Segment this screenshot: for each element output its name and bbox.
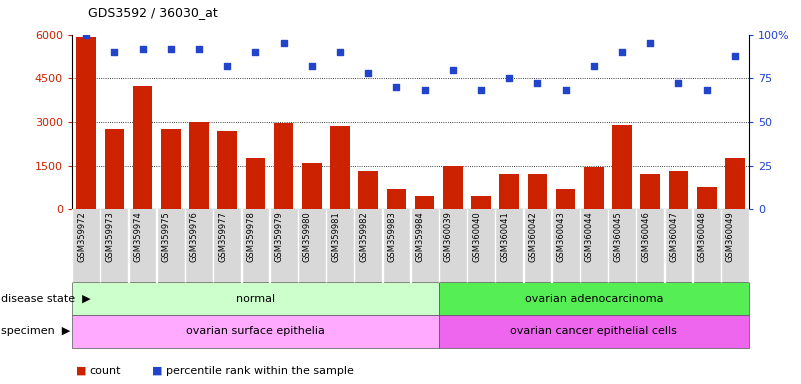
Text: GSM359975: GSM359975: [162, 211, 171, 262]
Point: [390, 84, 403, 90]
Text: disease state  ▶: disease state ▶: [1, 293, 91, 304]
Point: [362, 70, 375, 76]
Text: GSM360040: GSM360040: [472, 211, 481, 262]
Text: GSM359982: GSM359982: [359, 211, 368, 262]
Point: [305, 63, 318, 69]
Text: GSM360043: GSM360043: [557, 211, 566, 262]
Point: [700, 88, 713, 94]
Text: ■: ■: [152, 366, 163, 376]
Point: [446, 66, 459, 73]
Bar: [217, 131, 237, 209]
Bar: [697, 187, 717, 209]
Text: GSM360045: GSM360045: [613, 211, 622, 262]
Bar: [640, 174, 660, 209]
Point: [418, 88, 431, 94]
Bar: [499, 174, 519, 209]
Bar: [330, 126, 350, 209]
Point: [249, 49, 262, 55]
Point: [503, 75, 516, 81]
Point: [164, 45, 177, 51]
Bar: [415, 196, 434, 209]
Bar: [725, 158, 745, 209]
Bar: [246, 158, 265, 209]
Bar: [387, 189, 406, 209]
Text: GSM359976: GSM359976: [190, 211, 199, 262]
Point: [221, 63, 234, 69]
Text: GSM359972: GSM359972: [77, 211, 87, 262]
Bar: [528, 174, 547, 209]
Text: specimen  ▶: specimen ▶: [1, 326, 70, 336]
Text: GSM360039: GSM360039: [444, 211, 453, 262]
Text: GSM359979: GSM359979: [275, 211, 284, 262]
Text: ovarian cancer epithelial cells: ovarian cancer epithelial cells: [510, 326, 678, 336]
Text: ovarian surface epithelia: ovarian surface epithelia: [186, 326, 325, 336]
Bar: [161, 129, 181, 209]
Text: GSM359973: GSM359973: [106, 211, 115, 262]
Point: [333, 49, 346, 55]
Point: [277, 40, 290, 46]
Text: GSM360042: GSM360042: [529, 211, 537, 262]
Text: ■: ■: [76, 366, 87, 376]
Text: GSM359981: GSM359981: [331, 211, 340, 262]
Bar: [556, 189, 575, 209]
Point: [192, 45, 205, 51]
Bar: [612, 125, 632, 209]
Bar: [274, 123, 293, 209]
Bar: [584, 167, 604, 209]
Text: count: count: [90, 366, 121, 376]
Text: GSM360044: GSM360044: [585, 211, 594, 262]
Bar: [76, 38, 96, 209]
Point: [531, 80, 544, 86]
Text: normal: normal: [235, 293, 275, 304]
Bar: [302, 163, 322, 209]
Text: GSM360041: GSM360041: [500, 211, 509, 262]
Text: GDS3592 / 36030_at: GDS3592 / 36030_at: [88, 6, 218, 19]
Text: GSM360046: GSM360046: [642, 211, 650, 262]
Text: GSM360047: GSM360047: [670, 211, 678, 262]
Point: [559, 88, 572, 94]
Text: ovarian adenocarcinoma: ovarian adenocarcinoma: [525, 293, 663, 304]
Bar: [133, 86, 152, 209]
Text: GSM359978: GSM359978: [247, 211, 256, 262]
Bar: [358, 171, 378, 209]
Point: [136, 45, 149, 51]
Text: GSM360049: GSM360049: [726, 211, 735, 262]
Point: [672, 80, 685, 86]
Point: [108, 49, 121, 55]
Bar: [669, 171, 688, 209]
Text: GSM360048: GSM360048: [698, 211, 706, 262]
Bar: [471, 196, 491, 209]
Point: [616, 49, 629, 55]
Text: GSM359984: GSM359984: [416, 211, 425, 262]
Bar: [189, 122, 209, 209]
Text: GSM359983: GSM359983: [388, 211, 396, 262]
Bar: [443, 166, 463, 209]
Point: [728, 53, 741, 59]
Text: GSM359977: GSM359977: [218, 211, 227, 262]
Point: [587, 63, 600, 69]
Bar: [104, 129, 124, 209]
Text: percentile rank within the sample: percentile rank within the sample: [166, 366, 354, 376]
Text: GSM359980: GSM359980: [303, 211, 312, 262]
Point: [475, 88, 488, 94]
Point: [80, 31, 93, 38]
Point: [644, 40, 657, 46]
Text: GSM359974: GSM359974: [134, 211, 143, 262]
